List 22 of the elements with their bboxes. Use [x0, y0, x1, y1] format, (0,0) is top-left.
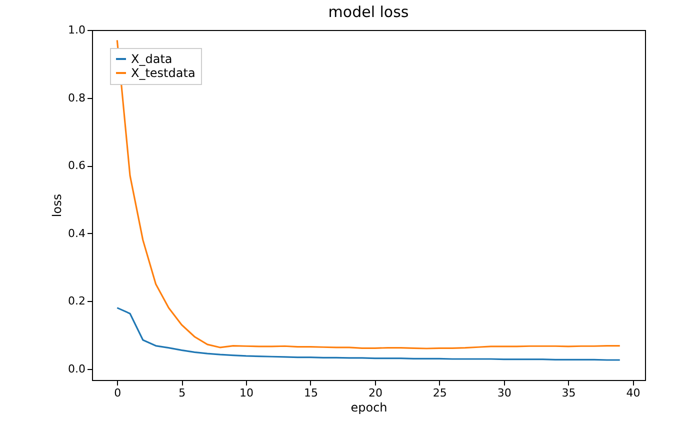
x-axis-title: epoch	[350, 400, 388, 414]
x-tick-label: 40	[626, 386, 640, 400]
y-tick-label: 0.8	[68, 91, 86, 104]
y-tick-label: 0.6	[68, 159, 86, 172]
x-tick-label: 10	[240, 386, 254, 400]
x-tick-label: 30	[497, 386, 512, 400]
legend-label: X_testdata	[131, 66, 196, 80]
y-axis-title: loss	[50, 194, 64, 218]
line-series	[116, 39, 621, 350]
x-tick-label: 35	[562, 386, 576, 400]
y-tick-label: 0.0	[68, 362, 86, 376]
y-tick-label: 0.2	[68, 294, 86, 308]
x-tick-label: 25	[432, 386, 447, 400]
y-tick-label: 1.0	[68, 24, 86, 36]
chart-title: model loss	[328, 3, 409, 21]
y-tick-label: 0.4	[68, 226, 86, 240]
x-tick-label: 0	[114, 386, 122, 400]
x-tick-label: 5	[178, 386, 186, 400]
x-tick-label: 15	[304, 386, 318, 400]
legend-label: X_data	[131, 52, 172, 66]
x-tick-label: 20	[368, 386, 382, 400]
line-series	[116, 307, 621, 361]
